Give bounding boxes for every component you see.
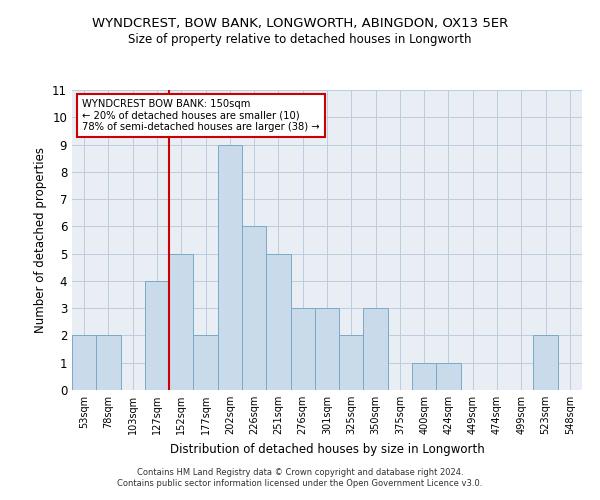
Text: WYNDCREST BOW BANK: 150sqm
← 20% of detached houses are smaller (10)
78% of semi: WYNDCREST BOW BANK: 150sqm ← 20% of deta… xyxy=(82,99,320,132)
Bar xyxy=(364,308,388,390)
Bar xyxy=(218,144,242,390)
Bar xyxy=(315,308,339,390)
Bar xyxy=(290,308,315,390)
Text: WYNDCREST, BOW BANK, LONGWORTH, ABINGDON, OX13 5ER: WYNDCREST, BOW BANK, LONGWORTH, ABINGDON… xyxy=(92,18,508,30)
Text: Contains HM Land Registry data © Crown copyright and database right 2024.
Contai: Contains HM Land Registry data © Crown c… xyxy=(118,468,482,487)
Bar xyxy=(193,336,218,390)
Bar xyxy=(96,336,121,390)
X-axis label: Distribution of detached houses by size in Longworth: Distribution of detached houses by size … xyxy=(170,442,484,456)
Bar xyxy=(145,281,169,390)
Bar xyxy=(533,336,558,390)
Bar xyxy=(339,336,364,390)
Y-axis label: Number of detached properties: Number of detached properties xyxy=(34,147,47,333)
Bar xyxy=(242,226,266,390)
Bar xyxy=(266,254,290,390)
Bar xyxy=(169,254,193,390)
Text: Size of property relative to detached houses in Longworth: Size of property relative to detached ho… xyxy=(128,32,472,46)
Bar xyxy=(436,362,461,390)
Bar xyxy=(72,336,96,390)
Bar xyxy=(412,362,436,390)
